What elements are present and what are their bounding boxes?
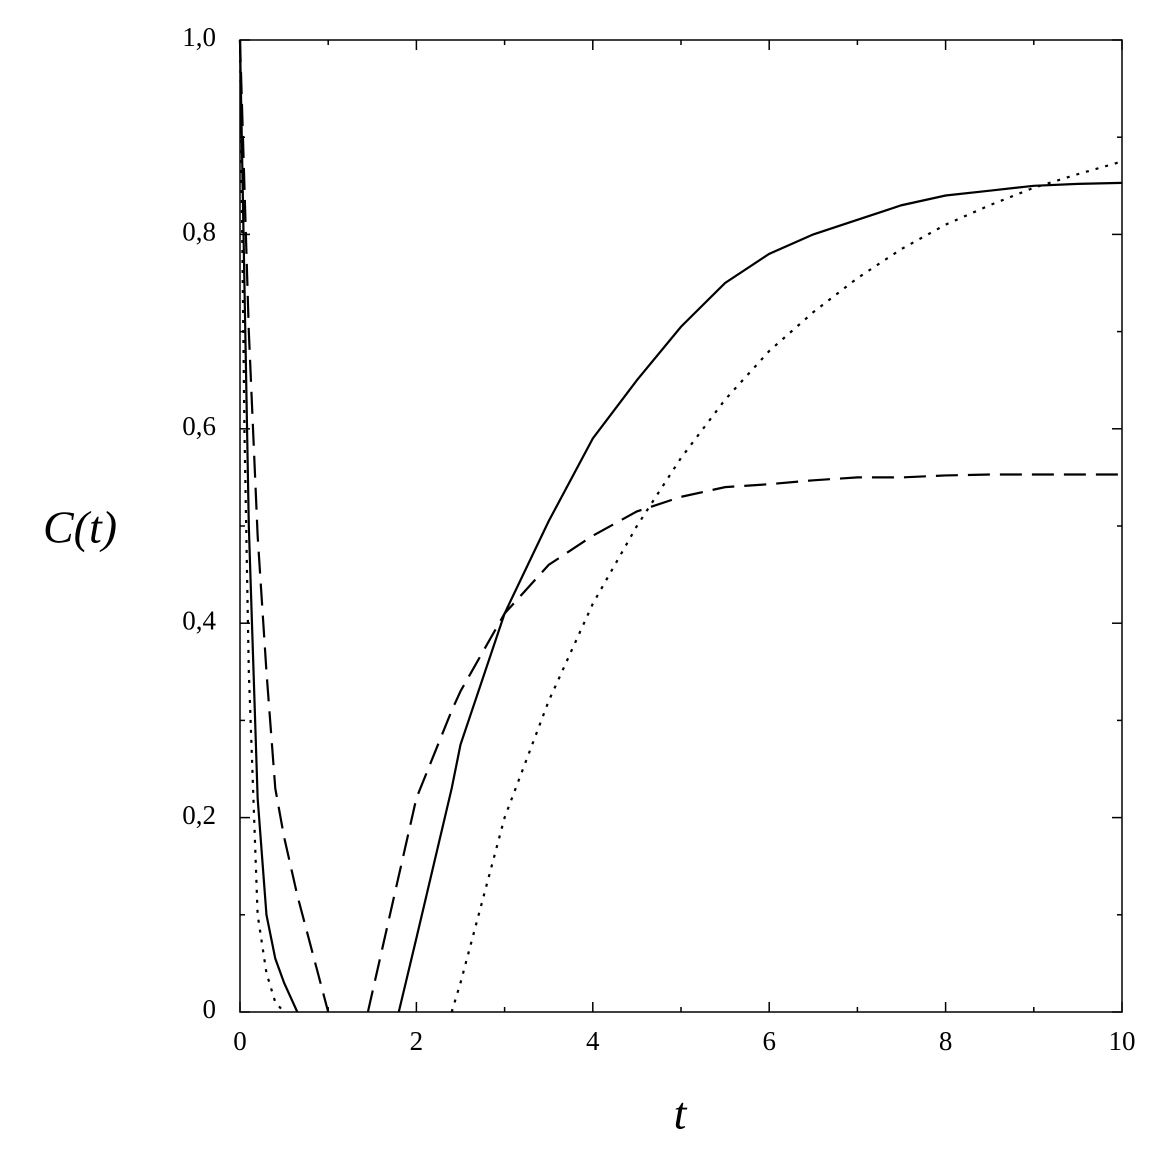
x-tick-label: 10 [1109,1026,1136,1056]
x-tick-label: 2 [410,1026,424,1056]
series-line [238,39,1123,1013]
y-tick-label: 0,8 [182,217,216,247]
x-axis-label: t [674,1088,688,1139]
plot-frame [239,39,1123,1013]
y-tick-label: 0,2 [182,800,216,830]
series-line [238,39,1123,1013]
y-tick-label: 0,4 [182,605,216,635]
series-line [238,39,1122,1013]
x-tick-label: 6 [762,1026,776,1056]
y-axis-label: C(t) [43,502,117,553]
x-tick-label: 0 [233,1026,247,1056]
x-tick-label: 4 [586,1026,600,1056]
y-tick-label: 0 [203,994,217,1024]
x-tick-label: 8 [939,1026,953,1056]
y-tick-label: 0,6 [182,411,216,441]
y-tick-label: 1,0 [182,22,216,52]
